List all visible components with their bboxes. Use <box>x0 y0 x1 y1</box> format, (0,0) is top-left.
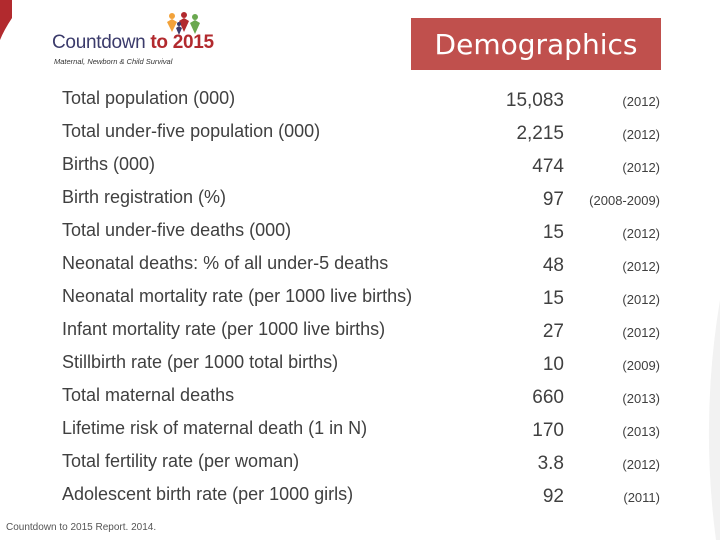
row-value: 27 <box>542 321 564 342</box>
logo-subtitle: Maternal, Newborn & Child Survival <box>54 57 173 66</box>
table-row: Total under-five population (000) 2,215 … <box>60 117 670 150</box>
table-row: Adolescent birth rate (per 1000 girls) 9… <box>60 480 670 513</box>
row-value: 10 <box>542 354 564 375</box>
row-label: Birth registration (%) <box>62 187 227 207</box>
page-title: Demographics <box>434 27 638 61</box>
row-year: (2011) <box>623 490 660 505</box>
table-row: Births (000) 474 (2012) <box>60 150 670 183</box>
table-row: Total maternal deaths 660 (2013) <box>60 381 670 414</box>
people-figures-icon <box>167 12 200 35</box>
row-value: 15 <box>542 288 564 309</box>
row-year: (2013) <box>622 391 660 406</box>
row-label: Total fertility rate (per woman) <box>62 451 300 471</box>
logo-title: Countdown to 2015 <box>52 32 214 53</box>
row-year: (2009) <box>622 358 660 373</box>
row-label: Lifetime risk of maternal death (1 in N) <box>62 418 368 438</box>
row-year: (2013) <box>622 424 660 439</box>
row-label: Total under-five deaths (000) <box>62 220 292 240</box>
source-footnote: Countdown to 2015 Report. 2014. <box>6 522 157 533</box>
table-row: Infant mortality rate (per 1000 live bir… <box>60 315 670 348</box>
table-row: Birth registration (%) 97 (2008-2009) <box>60 183 670 216</box>
row-value: 97 <box>542 189 564 210</box>
table-row: Neonatal deaths: % of all under-5 deaths… <box>60 249 670 282</box>
row-year: (2012) <box>622 325 660 340</box>
row-value: 2,215 <box>516 123 564 144</box>
table-row: Stillbirth rate (per 1000 total births) … <box>60 348 670 381</box>
row-label: Neonatal deaths: % of all under-5 deaths <box>62 253 389 273</box>
row-year: (2012) <box>622 127 660 142</box>
row-value: 15,083 <box>505 90 564 111</box>
row-value: 92 <box>542 486 564 507</box>
row-value: 170 <box>532 420 564 441</box>
row-year: (2012) <box>622 292 660 307</box>
demographics-table: Total population (000) 15,083 (2012) Tot… <box>60 84 670 513</box>
decorative-swoosh <box>708 300 720 540</box>
row-label: Total under-five population (000) <box>62 121 321 141</box>
row-label: Adolescent birth rate (per 1000 girls) <box>62 484 354 504</box>
row-label: Stillbirth rate (per 1000 total births) <box>62 352 339 372</box>
row-label: Total population (000) <box>62 88 236 108</box>
row-label: Births (000) <box>62 154 156 174</box>
table-row: Total under-five deaths (000) 15 (2012) <box>60 216 670 249</box>
row-label: Total maternal deaths <box>62 385 235 405</box>
row-year: (2012) <box>622 160 660 175</box>
table-row: Lifetime risk of maternal death (1 in N)… <box>60 414 670 447</box>
row-value: 3.8 <box>537 453 564 474</box>
row-year: (2008-2009) <box>589 193 660 208</box>
table-row: Total population (000) 15,083 (2012) <box>60 84 670 117</box>
title-banner: Demographics <box>411 18 661 70</box>
row-value: 48 <box>542 255 564 276</box>
row-year: (2012) <box>622 226 660 241</box>
table-row: Total fertility rate (per woman) 3.8 (20… <box>60 447 670 480</box>
row-year: (2012) <box>622 94 660 109</box>
table-row: Neonatal mortality rate (per 1000 live b… <box>60 282 670 315</box>
row-year: (2012) <box>622 457 660 472</box>
row-year: (2012) <box>622 259 660 274</box>
row-value: 15 <box>542 222 564 243</box>
row-value: 474 <box>532 156 564 177</box>
left-decorative-bar <box>0 0 12 540</box>
row-label: Infant mortality rate (per 1000 live bir… <box>62 319 386 339</box>
row-value: 660 <box>532 387 564 408</box>
countdown-logo: Countdown to 2015 Maternal, Newborn & Ch… <box>52 10 222 66</box>
row-label: Neonatal mortality rate (per 1000 live b… <box>62 286 413 306</box>
